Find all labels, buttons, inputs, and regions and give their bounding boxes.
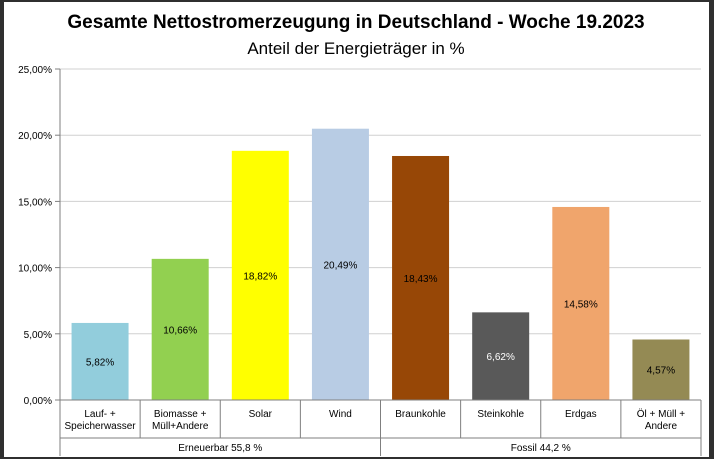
data-label: 18,82% [243,271,277,282]
bar-chart: Gesamte Nettostromerzeugung in Deutschla… [18,12,702,456]
chart-title: Gesamte Nettostromerzeugung in Deutschla… [67,12,644,33]
data-label: 10,66% [163,325,197,336]
group-label: Erneuerbar 55,8 % [178,443,262,454]
data-label: 4,57% [647,366,675,377]
bar [392,155,450,400]
chart-panel: Gesamte Nettostromerzeugung in Deutschla… [4,2,709,457]
bar [71,322,129,400]
bars: 5,82% 10,66% 18,82% 20,49% 18,43% 6,62% 14,58%… [71,128,690,400]
bar [472,312,530,400]
category-label: Steinkohle [477,409,524,420]
data-label: 5,82% [86,357,114,368]
category-label: Braunkohle [395,409,446,420]
category-label: Speicherwasser [64,421,136,432]
y-tick-label: 15,00% [18,197,52,208]
bar [632,339,690,400]
category-label: Wind [329,409,352,420]
data-label: 14,58% [564,299,598,310]
category-label: Lauf- + [84,409,116,420]
category-label: Andere [645,421,678,432]
category-label: Öl + Müll + [637,408,686,420]
y-tick-label: 25,00% [18,65,52,76]
bar [231,150,289,400]
category-label: Solar [249,409,273,420]
y-tick-label: 0,00% [24,396,52,407]
category-label: Müll+Andere [152,421,209,432]
y-tick-label: 10,00% [18,264,52,275]
bar [311,128,369,400]
chart-subtitle: Anteil der Energieträger in % [247,39,464,58]
y-tick-label: 5,00% [24,330,52,341]
bar [552,206,610,400]
data-label: 20,49% [323,260,357,271]
category-label: Biomasse + [154,409,207,420]
y-tick-label: 20,00% [18,131,52,142]
data-label: 6,62% [487,352,515,363]
category-label: Erdgas [565,409,597,420]
axes: 0,00% 5,00% 10,00% 15,00% 20,00% 25,00% Lauf- … [18,65,702,456]
bar [151,258,209,400]
data-label: 18,43% [404,274,438,285]
group-label: Fossil 44,2 % [511,443,571,454]
